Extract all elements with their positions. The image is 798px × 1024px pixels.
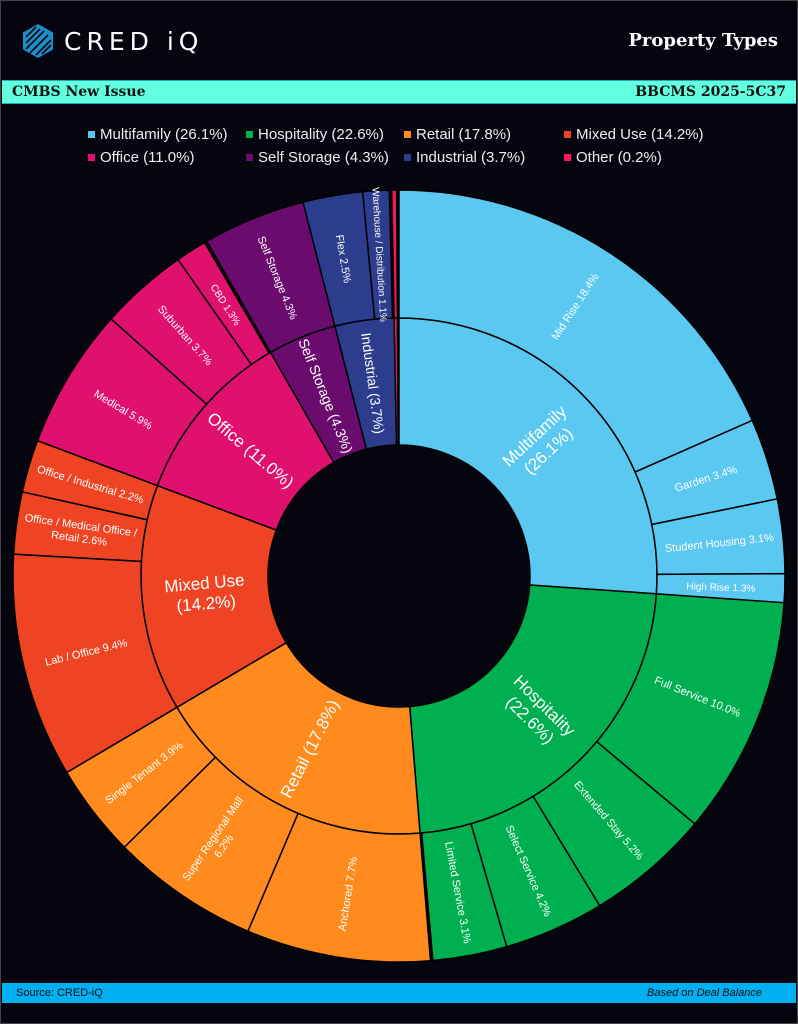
legend-label: Retail (17.8%) [416, 126, 512, 143]
legend-swatch [88, 154, 95, 161]
cred-iq-logo: CRED iQ [22, 23, 203, 59]
basis-note: Based on Deal Balance [647, 987, 762, 999]
outer-label-high-rise: High Rise 1.3% [686, 581, 755, 594]
inner-label-mixed-use: Mixed Use(14.2%) [164, 570, 247, 616]
report-category: CMBS New Issue [12, 84, 146, 100]
legend-label: Other (0.2%) [576, 149, 662, 166]
chart-legend: Multifamily (26.1%) Hospitality (22.6%) Re… [88, 126, 724, 166]
legend-label: Industrial (3.7%) [416, 149, 526, 166]
footer-bar: Source: CRED-iQ Based on Deal Balance [2, 983, 796, 1003]
legend-swatch [88, 131, 95, 138]
legend-label: Hospitality (22.6%) [258, 126, 384, 143]
legend-swatch [564, 131, 571, 138]
subheader-bar: CMBS New Issue BBCMS 2025-5C37 [2, 80, 796, 104]
legend-swatch [246, 131, 253, 138]
legend-label: Multifamily (26.1%) [100, 126, 228, 143]
legend-item-multifamily: Multifamily (26.1%) [88, 126, 246, 143]
deal-name: BBCMS 2025-5C37 [635, 84, 786, 100]
outer-slice-warehouse-distribution [361, 189, 394, 320]
legend-label: Mixed Use (14.2%) [576, 126, 704, 143]
legend-item-self-storage: Self Storage (4.3%) [246, 149, 404, 166]
source-text: Source: CRED-iQ [16, 987, 103, 999]
legend-swatch [404, 154, 411, 161]
outer-slice-cbd [176, 241, 271, 366]
legend-item-retail: Retail (17.8%) [404, 126, 564, 143]
outer-slice-mid-rise [398, 189, 754, 474]
page-title: Property Types [628, 30, 778, 51]
outer-slice-other [390, 189, 399, 319]
legend-swatch [404, 131, 411, 138]
legend-item-other: Other (0.2%) [564, 149, 724, 166]
logo-hexagon-icon [23, 24, 53, 58]
logo-text: CRED iQ [64, 26, 204, 56]
legend-swatch [246, 154, 253, 161]
legend-item-mixed-use: Mixed Use (14.2%) [564, 126, 724, 143]
legend-label: Office (11.0%) [100, 149, 195, 166]
legend-item-hospitality: Hospitality (22.6%) [246, 126, 404, 143]
legend-item-office: Office (11.0%) [88, 149, 246, 166]
legend-label: Self Storage (4.3%) [258, 149, 389, 166]
outer-slice-limited-service [420, 822, 508, 962]
legend-item-industrial: Industrial (3.7%) [404, 149, 564, 166]
legend-swatch [564, 154, 571, 161]
